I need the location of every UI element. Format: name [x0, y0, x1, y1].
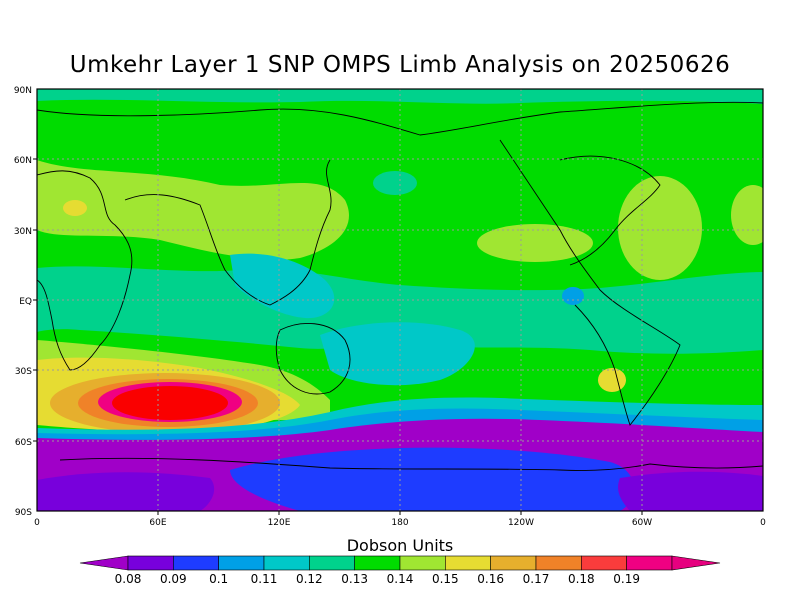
north-midlat-blob — [37, 160, 349, 260]
colorbar-tick-label: 0.19 — [613, 572, 640, 586]
lon-label: 120W — [508, 518, 534, 528]
maritime-continent-patch — [230, 253, 335, 319]
colorbar-tick-label: 0.11 — [251, 572, 278, 586]
atlantic-blob — [731, 185, 763, 245]
antarctic-low-west — [37, 472, 215, 511]
antarctic-interior-low — [230, 447, 634, 511]
coastlines — [37, 101, 763, 471]
lon-label: 60E — [149, 518, 166, 528]
colorbar: 0.08 0.09 0.1 0.11 0.12 0.13 0.14 0.15 0.16 0.17 0… — [79, 555, 721, 586]
lat-label: 90S — [15, 508, 32, 518]
colorbar-title: Dobson Units — [346, 536, 454, 555]
lat-label: 60N — [14, 156, 32, 166]
colorbar-arrow-low — [79, 555, 129, 571]
colorbar-tick-label: 0.12 — [296, 572, 323, 586]
australia-coast — [275, 323, 351, 395]
south-america-patch — [562, 287, 584, 305]
lat-label: 60S — [15, 438, 32, 448]
colorbar-swatch — [309, 555, 355, 571]
africa-coast — [37, 170, 133, 371]
lat-label: 90N — [14, 86, 32, 96]
lon-label: 0 — [760, 518, 766, 528]
colorbar-swatch — [399, 555, 446, 571]
lon-label: 0 — [34, 518, 40, 528]
antarctic-low-east — [618, 471, 763, 511]
anomaly-core — [112, 386, 228, 420]
north-america-east-blob — [618, 176, 702, 280]
colorbar-swatch — [581, 555, 627, 571]
colorbar-tick-label: 0.08 — [115, 572, 142, 586]
colorbar-arrow-high — [671, 555, 721, 571]
south-pacific-patch — [320, 322, 475, 386]
colorbar-tick-label: 0.17 — [523, 572, 550, 586]
lon-label: 180 — [391, 518, 408, 528]
lat-label: 30N — [14, 227, 32, 237]
americas-coast — [499, 139, 681, 426]
colorbar-swatch — [490, 555, 537, 571]
colorbar-tick-label: 0.16 — [477, 572, 504, 586]
north-america-east-coast — [559, 155, 661, 266]
colorbar-swatch — [173, 555, 219, 571]
lon-label: 60W — [632, 518, 652, 528]
grid — [37, 89, 763, 511]
colorbar-swatch — [218, 555, 265, 571]
mediterranean-patch — [63, 200, 87, 216]
colorbar-swatch — [626, 555, 673, 571]
colorbar-tick-label: 0.09 — [160, 572, 187, 586]
lat-axis: 90N 60N 30N EQ 30S 60S 90S — [14, 86, 32, 518]
antarctica-coast — [59, 457, 763, 471]
arctic-band — [37, 89, 763, 104]
colorbar-swatch — [445, 555, 491, 571]
colorbar-tick-label: 0.13 — [341, 572, 368, 586]
lat-label: 30S — [15, 367, 32, 377]
colorbar-tick-label: 0.15 — [432, 572, 459, 586]
colorbar-swatch — [354, 555, 401, 571]
pacific-east-blob — [477, 224, 593, 262]
colorbar-tick-label: 0.14 — [387, 572, 414, 586]
colorbar-tick-label: 0.18 — [568, 572, 595, 586]
south-america-south-patch — [598, 368, 626, 392]
lon-label: 120E — [268, 518, 291, 528]
colorbar-swatch — [263, 555, 310, 571]
asia-coast — [124, 159, 332, 306]
arctic-coast — [37, 101, 763, 136]
lat-label: EQ — [19, 297, 32, 307]
colorbar-swatch — [535, 555, 582, 571]
lon-axis: 0 60E 120E 180 120W 60W 0 — [34, 518, 766, 528]
north-pacific-patch — [373, 171, 417, 195]
colorbar-swatch — [127, 555, 174, 571]
colorbar-tick-label: 0.1 — [209, 572, 228, 586]
map-title: Umkehr Layer 1 SNP OMPS Limb Analysis on… — [69, 52, 731, 78]
lat-ticks — [33, 158, 643, 515]
